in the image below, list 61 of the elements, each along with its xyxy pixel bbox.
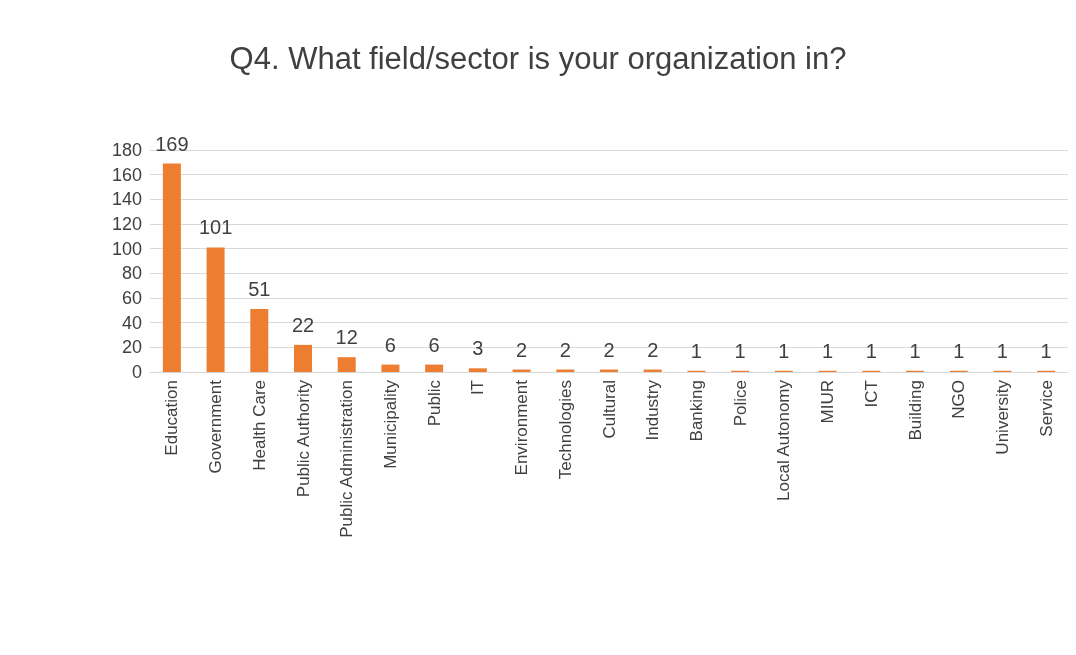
x-tick-label: Police xyxy=(730,380,750,427)
data-label: 1 xyxy=(953,339,965,362)
data-label: 2 xyxy=(559,338,571,361)
x-tick-label: Public Administration xyxy=(337,380,357,538)
bar xyxy=(294,344,312,372)
x-tick-label: NGO xyxy=(949,380,969,419)
x-tick-label: Banking xyxy=(686,380,706,442)
data-label: 2 xyxy=(603,338,615,361)
bar xyxy=(425,364,444,372)
bar xyxy=(250,309,269,372)
x-tick-label: Cultural xyxy=(599,380,619,439)
x-tick-label: ICT xyxy=(861,380,881,408)
x-tick-label: Environment xyxy=(512,379,532,476)
x-tick-label: Education xyxy=(162,380,182,456)
data-label: 169 xyxy=(155,132,189,155)
data-label: 1 xyxy=(865,339,877,362)
x-tick-label: Health Care xyxy=(249,380,269,471)
data-label: 22 xyxy=(291,313,315,336)
data-label: 12 xyxy=(335,326,358,349)
bar xyxy=(468,368,487,372)
x-tick-label: Service xyxy=(1036,380,1056,437)
x-tick-label: Public Authority xyxy=(293,379,313,498)
bar xyxy=(337,357,356,372)
data-label: 1 xyxy=(690,339,702,362)
data-label: 2 xyxy=(516,338,528,361)
data-label: 1 xyxy=(996,339,1008,362)
y-tick-label: 160 xyxy=(111,164,142,185)
bar xyxy=(162,163,181,372)
y-tick-label: 100 xyxy=(111,238,142,259)
data-label: 1 xyxy=(778,339,790,362)
y-tick-label: 40 xyxy=(121,312,142,333)
data-label: 101 xyxy=(198,216,233,239)
x-tick-label: Public xyxy=(424,379,444,427)
data-label: 6 xyxy=(428,333,440,356)
data-label: 1 xyxy=(909,339,921,362)
x-tick-label: University xyxy=(992,379,1012,455)
x-tick-label: Industry xyxy=(643,379,663,441)
x-tick-label: Building xyxy=(905,380,925,441)
data-label: 3 xyxy=(472,337,484,360)
y-tick-label: 60 xyxy=(121,288,142,308)
bar xyxy=(381,364,400,372)
data-label: 1 xyxy=(734,339,746,362)
chart-title: Q4. What field/sector is your organization in? xyxy=(229,41,847,76)
y-tick-label: 180 xyxy=(111,140,142,160)
y-tick-label: 0 xyxy=(131,362,142,382)
data-label: 51 xyxy=(248,278,271,301)
bar xyxy=(206,247,225,372)
x-tick-label: IT xyxy=(468,380,488,396)
y-tick-label: 20 xyxy=(121,337,142,358)
x-tick-label: Technologies xyxy=(555,380,575,480)
y-tick-label: 120 xyxy=(111,214,142,234)
data-label: 6 xyxy=(384,333,396,356)
x-tick-label: Municipality xyxy=(380,379,400,469)
data-label: 1 xyxy=(1040,339,1052,362)
x-tick-label: MIUR xyxy=(818,380,838,424)
x-tick-label: Local Autonomy xyxy=(774,379,794,501)
data-label: 2 xyxy=(647,338,659,361)
x-tick-label: Government xyxy=(206,379,226,474)
y-tick-label: 140 xyxy=(111,189,142,210)
data-label: 1 xyxy=(822,339,834,362)
y-tick-label: 80 xyxy=(121,263,142,284)
